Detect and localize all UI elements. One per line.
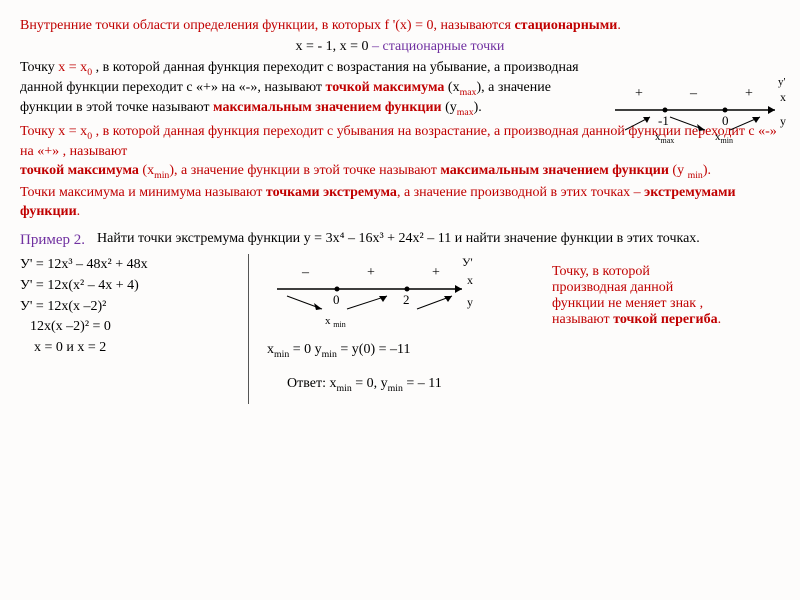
middle-col: – + + 0 2 x y У' x min xmin = 0 ymin = y… <box>267 254 542 397</box>
svg-text:x min: x min <box>325 315 346 329</box>
right-note: Точку, в которой производная данной функ… <box>552 254 727 328</box>
p2f: ), а значение функции в этой точке назыв… <box>169 163 440 178</box>
svg-text:x: x <box>467 273 473 287</box>
example-row: Пример 2. Найти точки экстремума функции… <box>20 230 780 250</box>
sign-diagram-2: – + + 0 2 x y У' x min <box>267 254 487 334</box>
svg-text:+: + <box>432 265 440 280</box>
svg-text:xmax: xmax <box>655 131 674 145</box>
svg-text:–: – <box>301 265 310 280</box>
p2g: максимальным значением функции <box>440 163 669 178</box>
p3a: Точки максимума и минимума называют <box>20 185 266 200</box>
stationary-points: x = - 1, x = 0 – стационарные точки <box>20 38 780 57</box>
svg-text:+: + <box>367 265 375 280</box>
example-text: Найти точки экстремума функции y = 3x⁴ –… <box>97 230 780 250</box>
d2: У' = 12x(x² – 4x + 4) <box>20 277 230 296</box>
dot: . <box>617 18 621 33</box>
p3c: , а значение производной в этих точках – <box>397 185 644 200</box>
svg-text:x: x <box>780 90 786 104</box>
intro1: Внутренние точки области определения фун… <box>20 18 514 33</box>
p2d: точкой максимума <box>20 163 139 178</box>
p1h: (ymax <box>442 100 474 115</box>
p2e: (xmin <box>139 163 169 178</box>
d3: У' = 12x(x –2)² <box>20 298 230 317</box>
derivatives-col: У' = 12x³ – 48x² + 48x У' = 12x(x² – 4x … <box>20 254 230 360</box>
d1: У' = 12x³ – 48x² + 48x <box>20 256 230 275</box>
p3b: точками экстремума <box>266 185 397 200</box>
sign-diagram-1: + – + -1 0 x y у' xmax xmin <box>610 75 790 159</box>
mid-result: xmin = 0 ymin = y(0) = –11 <box>267 341 542 361</box>
max-point-para: Точку x = x0 , в которой данная функция … <box>20 59 600 119</box>
svg-text:0: 0 <box>333 292 340 307</box>
r2: точкой перегиба <box>613 312 717 327</box>
stat-a: x = - 1, x = 0 <box>296 39 369 54</box>
d5: x = 0 и x = 2 <box>34 339 230 358</box>
svg-text:-1: -1 <box>658 113 669 128</box>
svg-text:y: y <box>780 114 786 128</box>
intro-text: Внутренние точки области определения фун… <box>20 17 780 36</box>
stat-b: – стационарные точки <box>369 39 505 54</box>
r3: . <box>718 312 722 327</box>
extrema-para: Точки максимума и минимума называют точк… <box>20 184 780 222</box>
p1g: максимальным значением функции <box>213 100 442 115</box>
svg-text:y: y <box>467 295 473 309</box>
example-label: Пример 2. <box>20 230 85 250</box>
p1b: x = x0 <box>58 60 92 75</box>
p1d: точкой максимума <box>326 80 445 95</box>
p3e: . <box>77 204 81 219</box>
p2i: ). <box>703 163 711 178</box>
svg-text:2: 2 <box>403 292 410 307</box>
intro2: стационарными <box>514 18 617 33</box>
svg-text:0: 0 <box>722 113 729 128</box>
p1a: Точку <box>20 60 58 75</box>
svg-text:–: – <box>689 86 698 101</box>
d4: 12x(x –2)² = 0 <box>30 318 230 337</box>
svg-text:+: + <box>745 86 753 101</box>
answer: Ответ: xmin = 0, ymin = – 11 <box>287 375 542 395</box>
svg-text:у': у' <box>778 76 786 88</box>
p1e: (xmax <box>444 80 476 95</box>
separator <box>248 254 249 404</box>
p2b: x = x0 <box>58 124 92 139</box>
p2h: (y min <box>669 163 703 178</box>
svg-text:У': У' <box>462 255 473 269</box>
p1i: ). <box>474 100 482 115</box>
p2a: Точку <box>20 124 58 139</box>
svg-text:xmin: xmin <box>715 131 733 145</box>
svg-text:+: + <box>635 86 643 101</box>
